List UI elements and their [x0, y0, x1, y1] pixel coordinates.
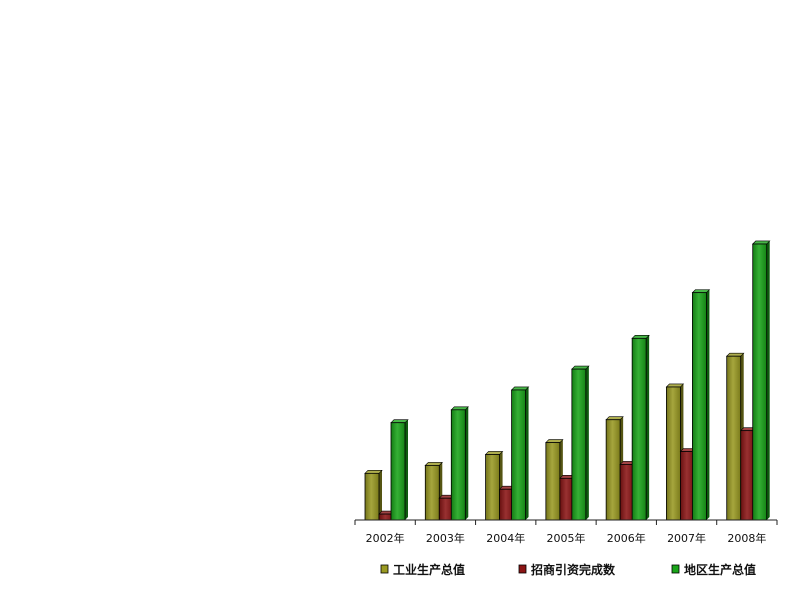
bar	[605, 419, 621, 521]
bar-side	[465, 406, 469, 520]
bar-top	[424, 462, 444, 466]
bar	[752, 243, 768, 521]
bar	[631, 337, 647, 521]
legend-swatch	[671, 564, 680, 574]
bar-top	[450, 406, 470, 411]
bar	[571, 368, 587, 521]
legend-label: 工业生产总值	[393, 562, 465, 577]
legend-label: 地区生产总值	[684, 562, 756, 577]
bar	[364, 472, 380, 521]
bars-group	[364, 240, 771, 521]
bar-top	[364, 470, 383, 474]
bar-top	[751, 240, 771, 245]
x-tick-label: 2007年	[667, 531, 706, 545]
x-tick-label: 2002年	[366, 531, 405, 545]
bar-side	[646, 335, 650, 520]
bar-top	[390, 419, 409, 424]
bar-top	[545, 439, 564, 443]
x-axis	[354, 519, 778, 525]
x-tick-label: 2006年	[607, 531, 646, 545]
legend-item: 招商引资完成数	[518, 562, 616, 577]
bar-side	[405, 419, 408, 520]
bar-side	[525, 386, 529, 520]
x-tick-label: 2008年	[727, 531, 766, 545]
bar	[424, 464, 440, 521]
legend: 工业生产总值 招商引资完成数 地区生产总值	[380, 562, 756, 577]
legend-item: 地区生产总值	[671, 562, 756, 577]
bar	[390, 422, 406, 521]
bar	[545, 442, 561, 521]
legend-label: 招商引资完成数	[531, 562, 616, 577]
bar-top	[725, 352, 745, 357]
legend-swatch	[380, 564, 389, 574]
bar	[692, 292, 707, 521]
bar	[726, 355, 742, 521]
legend-swatch	[518, 564, 527, 574]
x-tick-label: 2004年	[486, 531, 525, 545]
bar-top	[605, 416, 624, 421]
bar	[666, 386, 681, 521]
bar-top	[571, 365, 590, 370]
x-tick-labels: 2002年 2003年 2004年 2005年 2006年 2007年 2008年	[366, 531, 767, 545]
bar-side	[585, 366, 589, 520]
bar-top	[631, 335, 650, 339]
bar-top	[510, 386, 530, 391]
bar-top	[484, 451, 504, 455]
bar-top	[665, 383, 685, 388]
legend-item: 工业生产总值	[380, 562, 465, 577]
x-tick-label: 2003年	[426, 531, 465, 545]
bar	[450, 409, 466, 521]
bar	[511, 389, 526, 521]
x-tick-label: 2005年	[547, 531, 586, 545]
bar-side	[379, 470, 382, 520]
bar-top	[691, 289, 711, 293]
bar-side	[706, 289, 710, 520]
bar	[485, 454, 500, 521]
bar-side	[766, 240, 770, 520]
